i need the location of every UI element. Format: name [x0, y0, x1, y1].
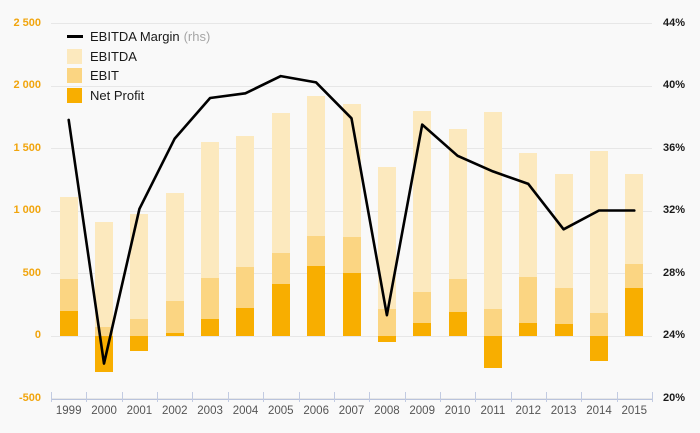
bar-net-profit-2014 [590, 335, 608, 361]
x-axis-year-label: 2007 [338, 405, 365, 417]
x-axis-tick [439, 392, 441, 402]
x-axis-tick [652, 392, 653, 402]
bar-net-profit-1999 [59, 310, 78, 336]
legend-label: Net Profit [90, 87, 145, 103]
ebit-swatch-icon [67, 68, 82, 84]
line-swatch-icon [67, 35, 83, 39]
x-axis-tick [581, 392, 583, 402]
x-axis-year-label: 2014 [586, 405, 612, 417]
bar-net-profit-2002 [165, 333, 184, 336]
right-axis-tick-label: 36% [663, 141, 686, 154]
x-axis-year-label: 2011 [480, 405, 506, 417]
left-axis-tick-label: 500 [22, 266, 41, 279]
bar-ebit-2008 [377, 309, 396, 336]
x-axis-tick [298, 392, 300, 402]
ebitda-swatch-icon [67, 48, 82, 64]
legend-label: EBITDA Margin [90, 29, 180, 45]
net-profit-swatch-icon [67, 87, 82, 103]
left-axis-tick-label: 0 [34, 329, 41, 341]
x-axis-tick [369, 392, 371, 402]
x-axis-year-label: 2002 [161, 405, 188, 417]
bar-ebit-2014 [590, 313, 608, 336]
legend-label: EBIT [90, 68, 119, 84]
bar-net-profit-2009 [413, 323, 432, 336]
right-axis-tick-label: 28% [663, 266, 686, 279]
legend-label: EBITDA [90, 48, 137, 64]
x-axis-year-label: 2005 [267, 405, 294, 417]
x-axis-tick [121, 392, 123, 402]
legend: EBITDA Margin (rhs) EBITDA EBIT Net Prof… [67, 27, 210, 105]
right-axis-tick-label: 20% [663, 391, 686, 404]
x-axis-year-label: 1999 [55, 405, 82, 417]
bar-ebit-2000 [95, 326, 113, 336]
x-axis-year-label: 2012 [515, 405, 542, 417]
bar-net-profit-2012 [519, 323, 538, 336]
right-axis-tick-label: 44% [663, 16, 686, 29]
bar-net-profit-2010 [448, 311, 467, 336]
legend-item-ebit: EBIT [67, 66, 210, 86]
right-axis-tick-label: 32% [663, 204, 686, 216]
gridline [51, 398, 652, 399]
x-axis-tick [192, 392, 194, 402]
x-axis-line [51, 399, 652, 400]
bar-ebitda-2011 [483, 111, 502, 336]
x-axis-tick [616, 392, 618, 402]
x-axis-year-label: 2010 [444, 405, 471, 417]
bar-net-profit-2003 [201, 319, 220, 336]
legend-item-ebitda: EBITDA [67, 47, 210, 67]
x-axis-tick [263, 392, 265, 402]
x-axis-tick [86, 392, 88, 402]
x-axis-tick [404, 392, 406, 402]
x-axis-year-label: 2009 [409, 405, 435, 417]
x-axis-year-label: 2006 [303, 405, 329, 417]
x-axis-year-label: 2003 [197, 405, 223, 417]
x-axis-tick [510, 392, 512, 402]
bar-net-profit-2004 [236, 308, 255, 336]
legend-item-net-profit: Net Profit [67, 86, 210, 106]
x-axis-tick [545, 392, 547, 402]
x-axis-tick [157, 392, 159, 402]
right-axis-tick-label: 40% [663, 79, 686, 91]
x-axis-year-label: 2015 [621, 405, 648, 417]
bar-ebit-2001 [130, 319, 149, 336]
gridline [51, 23, 652, 24]
bar-ebit-2002 [165, 300, 184, 336]
legend-item-ebitda-margin: EBITDA Margin (rhs) [67, 27, 210, 47]
left-axis-tick-label: 1 500 [13, 141, 41, 154]
x-axis-year-label: 2001 [126, 405, 153, 417]
bar-net-profit-2005 [271, 284, 290, 336]
left-axis-tick-label: -500 [18, 391, 41, 404]
x-axis-tick [475, 392, 477, 402]
x-axis-tick [333, 392, 335, 402]
bar-ebitda-2014 [590, 150, 608, 336]
bar-net-profit-2015 [625, 288, 644, 336]
bar-net-profit-2008 [377, 335, 396, 342]
x-axis-year-label: 2013 [550, 405, 577, 417]
bar-ebitda-2000 [95, 221, 113, 336]
legend-suffix-rhs: (rhs) [183, 29, 211, 45]
left-axis-tick-label: 2 000 [13, 79, 41, 91]
bar-ebit-2011 [483, 309, 502, 336]
bar-net-profit-2001 [130, 335, 149, 351]
x-axis-tick [51, 392, 52, 402]
x-axis-year-label: 2004 [232, 405, 259, 417]
left-axis-tick-label: 1 000 [13, 204, 41, 216]
bar-net-profit-2013 [554, 324, 573, 336]
x-axis-tick [227, 392, 229, 402]
x-axis-year-label: 2000 [91, 405, 117, 417]
left-axis-tick-label: 2 500 [13, 16, 41, 29]
x-axis-year-label: 2008 [374, 405, 400, 417]
bar-net-profit-2007 [342, 273, 361, 336]
bar-ebitda-2001 [130, 214, 149, 336]
right-axis-tick-label: 24% [663, 329, 686, 341]
bar-net-profit-2011 [483, 335, 502, 368]
bar-net-profit-2006 [307, 265, 326, 336]
bar-net-profit-2000 [95, 335, 113, 372]
